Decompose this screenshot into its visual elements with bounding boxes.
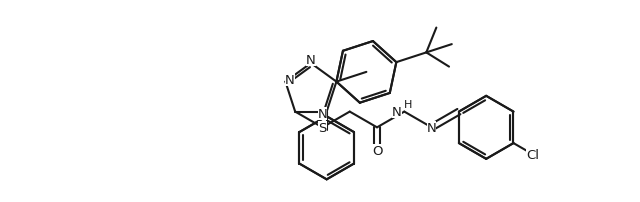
Text: H: H: [404, 99, 412, 109]
Text: N: N: [285, 73, 294, 86]
Text: N: N: [306, 54, 316, 67]
Text: N: N: [392, 106, 402, 119]
Text: N: N: [427, 121, 436, 134]
Text: Cl: Cl: [526, 148, 539, 161]
Text: O: O: [372, 145, 382, 158]
Text: S: S: [318, 121, 326, 134]
Text: N: N: [317, 107, 327, 120]
